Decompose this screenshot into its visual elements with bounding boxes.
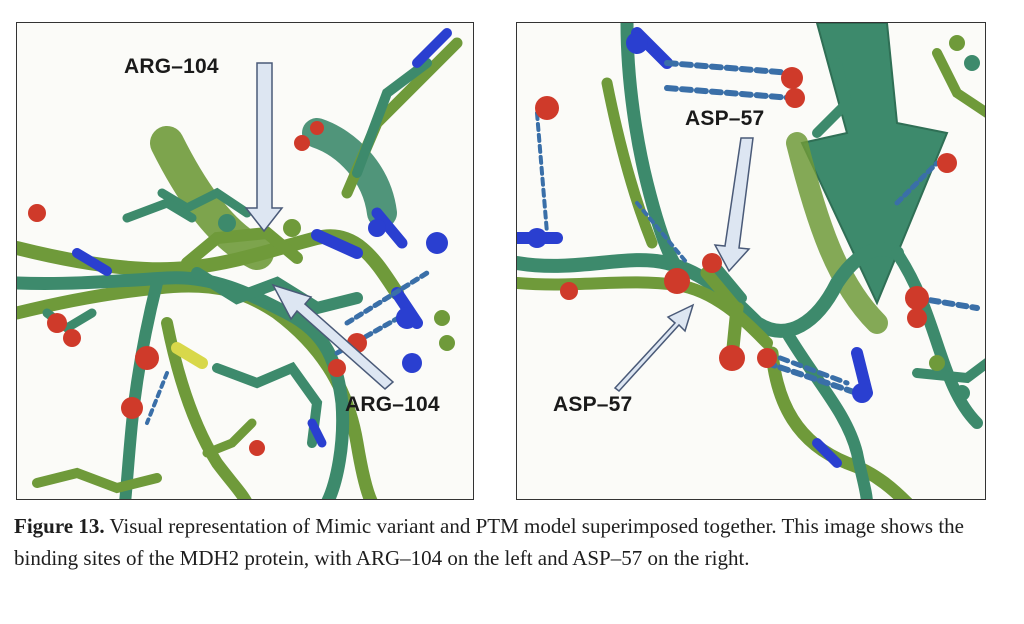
- caption-label: Figure 13.: [14, 514, 105, 538]
- left-panel-arg104: ARG–104 ARG–104: [16, 22, 474, 500]
- label-arg104-bottom: ARG–104: [345, 393, 440, 416]
- arrow-asp57-top: [713, 137, 754, 273]
- label-arg104-top: ARG–104: [124, 55, 219, 78]
- figure-caption: Figure 13. Visual representation of Mimi…: [14, 510, 1004, 574]
- caption-text: Visual representation of Mimic variant a…: [14, 514, 964, 570]
- arg104-molecule-render: [17, 28, 463, 499]
- right-panel-asp57: ASP–57 ASP–57: [516, 22, 986, 500]
- arrow-asp57-bottom: [613, 303, 695, 393]
- arrow-arg104-bottom: [271, 283, 395, 390]
- label-asp57-bottom: ASP–57: [553, 393, 633, 416]
- asp57-molecule-render: [517, 23, 985, 499]
- label-asp57-top: ASP–57: [685, 107, 765, 130]
- arrow-arg104-top: [244, 62, 284, 233]
